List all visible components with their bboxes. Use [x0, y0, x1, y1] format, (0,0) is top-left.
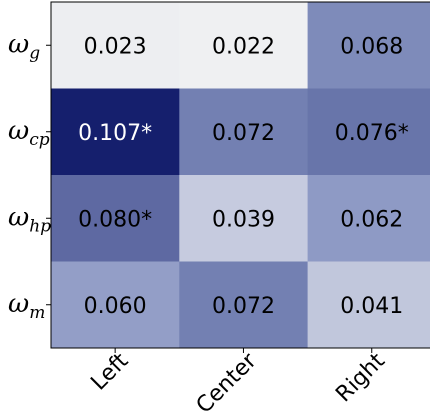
cell-value-label: 0.068	[340, 34, 403, 59]
cell-value-label: 0.060	[84, 294, 147, 319]
x-tick-label: Center	[192, 348, 263, 418]
x-tick-label: Left	[86, 348, 133, 395]
y-tick-label: ωcp	[8, 116, 50, 150]
heatmap-cell	[179, 261, 309, 349]
cell-value-label: 0.023	[84, 34, 147, 59]
cell-value-label: 0.107*	[78, 121, 152, 146]
heatmap-cell	[51, 88, 180, 176]
heatmap-cell	[307, 261, 430, 349]
heatmap-cell	[179, 2, 309, 89]
cell-value-label: 0.076*	[335, 121, 409, 146]
cell-value-label: 0.080*	[78, 207, 152, 232]
cell-value-label: 0.072	[212, 294, 275, 319]
y-axis-labels: ωg ωcp ωhp ωm	[8, 29, 51, 323]
cell-value-label: 0.062	[340, 207, 403, 232]
cell-value-label: 0.041	[340, 294, 403, 319]
heatmap-cells	[51, 2, 430, 349]
cell-value-label: 0.039	[212, 207, 275, 232]
heatmap-cell	[51, 2, 180, 89]
heatmap-cell	[51, 261, 180, 349]
y-tick-label: ωg	[8, 29, 40, 63]
cell-value-label: 0.022	[212, 34, 275, 59]
axis-ticks	[46, 44, 373, 353]
y-tick-label: ωm	[8, 289, 45, 323]
y-tick-label: ωhp	[8, 202, 51, 236]
cell-value-label: 0.072	[212, 121, 275, 146]
heatmap-cell	[307, 175, 430, 262]
heatmap-cell	[179, 175, 309, 262]
heatmap-cell	[307, 88, 430, 176]
x-tick-label: Right	[331, 348, 390, 407]
heatmap-cell	[307, 2, 430, 89]
x-axis-labels: Left Center Right	[86, 348, 390, 418]
heatmap-cell	[179, 88, 309, 176]
heatmap-cell	[51, 175, 180, 262]
heatmap-cell-labels: 0.023 0.022 0.068 0.107* 0.072 0.076* 0.080* 0.…	[78, 34, 409, 319]
